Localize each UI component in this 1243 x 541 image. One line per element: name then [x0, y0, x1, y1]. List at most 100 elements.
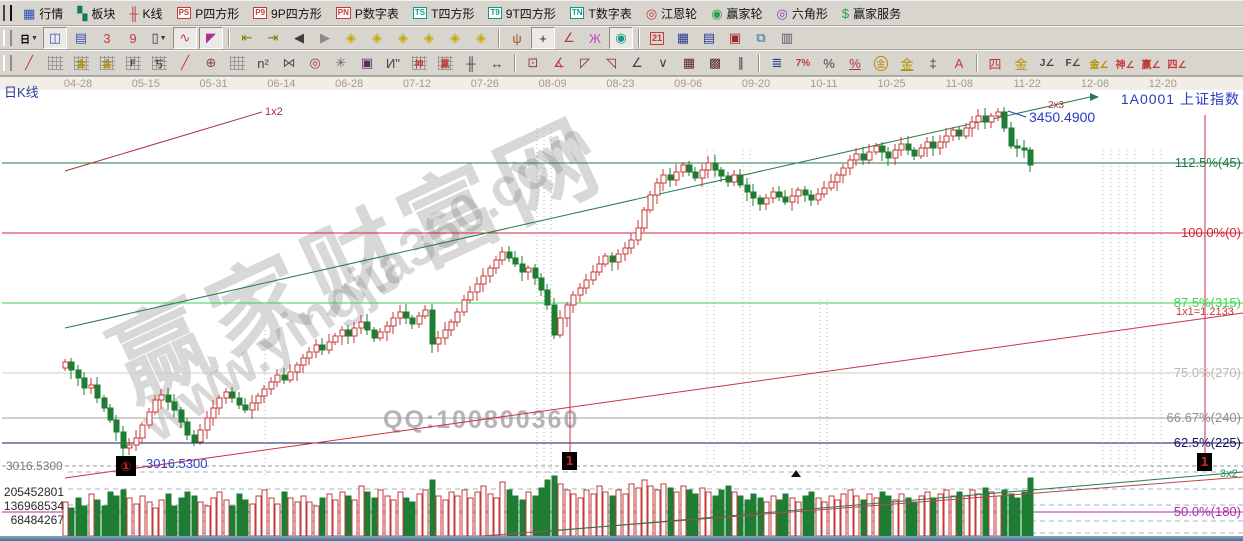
crosshair-icon[interactable]: +: [531, 27, 555, 49]
lattice-tool-icon[interactable]: Ж: [588, 30, 601, 46]
gold-grid-icon[interactable]: 金: [69, 52, 93, 74]
volume-bar: [133, 503, 140, 536]
angle-measure-icon[interactable]: ∠: [563, 30, 575, 45]
shen-angle-icon[interactable]: 神∠: [1115, 59, 1135, 71]
menu-item-winner-service[interactable]: $ 赢家服务: [835, 3, 908, 24]
menu-item-gann-wheel[interactable]: ◎ 江恩轮: [639, 3, 704, 24]
f-grid-icon[interactable]: F: [121, 52, 145, 74]
gold-line-icon[interactable]: 金: [900, 56, 914, 72]
percent-fan-icon[interactable]: 7%: [795, 57, 811, 69]
kline9-icon[interactable]: 9: [129, 30, 137, 46]
angle-lines-icon[interactable]: ∠: [631, 55, 643, 70]
square-grid-icon[interactable]: ▦: [682, 55, 696, 70]
ruler-grid-icon[interactable]: ╫: [466, 55, 476, 71]
four-box-icon[interactable]: 四: [988, 56, 1002, 72]
j-angle-icon[interactable]: J∠: [1039, 57, 1055, 69]
kline-plot[interactable]: ① 1 1: [0, 76, 1243, 536]
next-bar-icon[interactable]: ▶: [320, 30, 330, 45]
gold-angle-icon[interactable]: 金∠: [1089, 59, 1109, 71]
percent-icon[interactable]: %: [823, 55, 835, 71]
hand-pan-icon[interactable]: ψ: [512, 30, 522, 46]
gold-grid2-icon[interactable]: 金: [95, 52, 119, 74]
pen-tool-icon[interactable]: ╱: [181, 55, 189, 70]
vee-wave-icon[interactable]: ∨: [658, 55, 668, 70]
candle-style-selector[interactable]: ▯ ▼: [151, 30, 167, 45]
h-measure-icon[interactable]: ↔: [490, 55, 504, 71]
ying-grid-icon[interactable]: 赢: [433, 52, 457, 74]
shen-grid-icon[interactable]: 神: [407, 52, 431, 74]
calculator-icon[interactable]: ▦: [676, 30, 690, 45]
period-day-selector[interactable]: 日 ▼: [20, 34, 38, 46]
a-mark-icon[interactable]: A: [954, 55, 964, 71]
wave-tool-icon[interactable]: ∿: [173, 27, 197, 49]
diamond-compress-icon[interactable]: ◈: [424, 30, 434, 45]
diag-grid-icon[interactable]: ▩: [708, 55, 722, 70]
target-tool-icon[interactable]: ◎: [309, 55, 321, 70]
last-bar-icon[interactable]: ⇥: [267, 30, 279, 45]
low-price-scale-label: 3016.5300: [6, 459, 63, 473]
candle: [68, 361, 75, 371]
chart-area[interactable]: 赢家财富网 www.yingjia360.com QQ:100800360 ①1…: [0, 76, 1243, 536]
n2-tool-icon[interactable]: n²: [257, 55, 269, 71]
menu-item-hexagon[interactable]: ◎ 六角形: [770, 3, 835, 24]
menu-item-9p-square[interactable]: P9 9P四方形: [246, 3, 328, 24]
s-grid-icon[interactable]: 丂: [147, 52, 171, 74]
candle: [1014, 145, 1021, 149]
menu-item-quotes[interactable]: ▦ 行情: [16, 3, 70, 24]
gold-box-icon[interactable]: 金: [1014, 56, 1028, 72]
ying-angle-icon[interactable]: 赢∠: [1141, 59, 1161, 71]
fan-corner-icon[interactable]: ◹: [606, 55, 616, 70]
four-angle-icon[interactable]: 四∠: [1167, 59, 1187, 71]
levels-icon[interactable]: ≣: [771, 55, 783, 70]
volume-bar: [718, 489, 725, 536]
box-lines-icon[interactable]: ⊡: [527, 55, 539, 70]
maze-tool-icon[interactable]: ◉: [609, 27, 633, 49]
info-note-icon[interactable]: ▤: [74, 30, 88, 45]
menu-item-t-table[interactable]: TN T数字表: [563, 3, 639, 24]
fan-lines-icon[interactable]: ∡: [553, 55, 565, 70]
first-bar-icon[interactable]: ⇤: [241, 30, 253, 45]
winner-wheel-icon: ◉: [711, 5, 723, 21]
i-quote-icon[interactable]: И": [386, 55, 400, 71]
pattern-window-icon[interactable]: ◫: [43, 27, 67, 49]
copy-chart-icon[interactable]: ⧉: [756, 30, 766, 45]
box-target-icon[interactable]: ▣: [360, 55, 374, 70]
angle-mirror-icon[interactable]: ⋈: [282, 55, 296, 70]
menu-item-p-square[interactable]: PS P四方形: [170, 3, 247, 24]
diamond-right-icon[interactable]: ◈: [372, 30, 382, 45]
f-angle-icon[interactable]: F∠: [1065, 57, 1081, 69]
menu-item-t-square[interactable]: TS T四方形: [406, 3, 482, 24]
hash-grid-icon[interactable]: [225, 52, 249, 74]
gann-grid-icon[interactable]: [43, 52, 67, 74]
flag-chart-icon[interactable]: ◤: [199, 27, 223, 49]
diamond-hscroll-icon[interactable]: ◈: [398, 30, 408, 45]
menu-item-kline[interactable]: ╫ K线: [122, 3, 169, 24]
candle: [429, 309, 436, 345]
save-icon[interactable]: ▣: [728, 30, 742, 45]
menu-item-p-table[interactable]: PN P数字表: [329, 3, 406, 24]
diamond-expand-icon[interactable]: ◈: [450, 30, 460, 45]
prev-bar-icon[interactable]: ◀: [294, 30, 304, 45]
brush-tool-icon[interactable]: ╱: [25, 55, 33, 70]
toolbar-grip[interactable]: [3, 4, 12, 22]
toolbar-grip[interactable]: [3, 54, 12, 72]
percent-line-icon[interactable]: %: [849, 55, 861, 71]
diamond-fit-icon[interactable]: ◈: [476, 30, 486, 45]
calendar-icon[interactable]: 21: [649, 31, 664, 45]
menu-item-9t-square[interactable]: T9 9T四方形: [481, 3, 562, 24]
kline3-icon[interactable]: 3: [103, 30, 111, 46]
export-icon[interactable]: ▥: [780, 30, 794, 45]
fan-box-icon[interactable]: ◸: [580, 55, 590, 70]
candle: [660, 174, 667, 184]
candle-mark-icon[interactable]: ‡: [929, 55, 937, 71]
diamond-left-icon[interactable]: ◈: [346, 30, 356, 45]
menu-item-winner-wheel[interactable]: ◉ 赢家轮: [704, 3, 769, 24]
circle-grid-icon[interactable]: ⊕: [205, 55, 217, 70]
menu-item-sectors[interactable]: ▚ 板块: [70, 3, 122, 24]
notepad-icon[interactable]: ▤: [702, 30, 716, 45]
toolbar-separator: [758, 54, 760, 72]
toolbar-grip[interactable]: [3, 30, 12, 46]
starburst-tool-icon[interactable]: ✳: [335, 55, 347, 70]
gold-circle-icon[interactable]: 金: [869, 52, 893, 74]
parallel-lines-icon[interactable]: ∥: [737, 55, 745, 70]
